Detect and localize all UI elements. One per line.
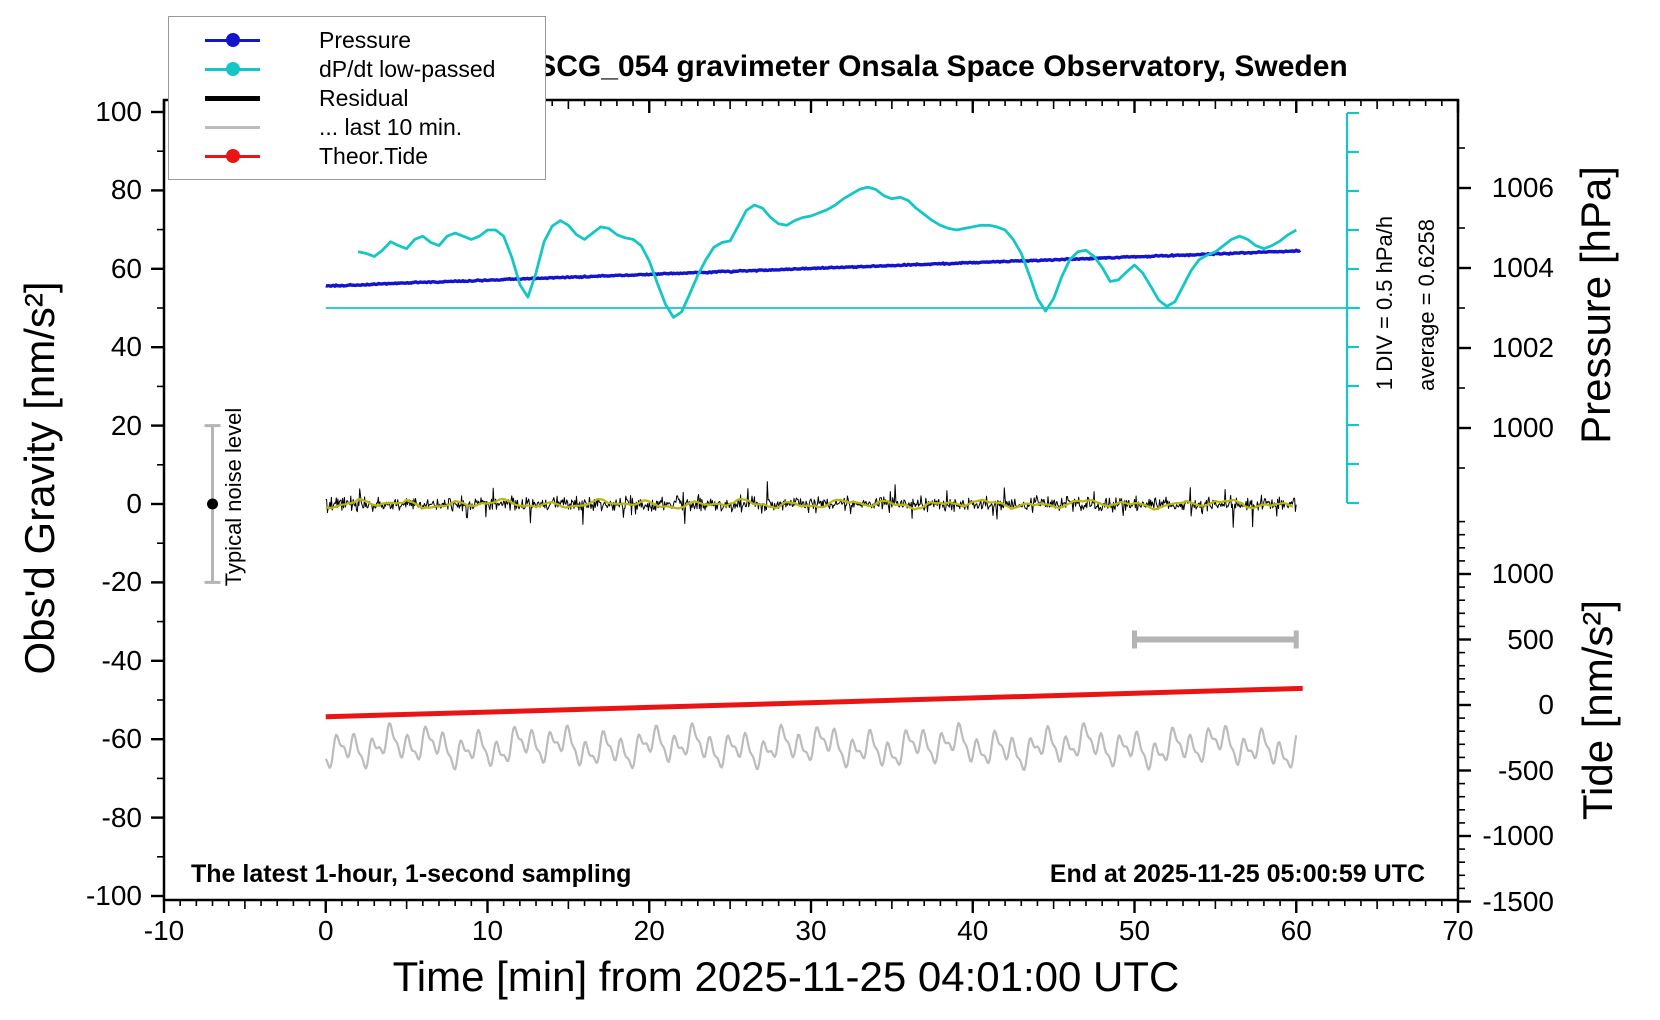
pressure-tick-label: 1000 [1491,412,1554,443]
tide-tick-label: -1500 [1482,885,1554,917]
legend-item-pressure: Pressure [169,26,545,55]
legend-item-dpdt: dP/dt low-passed [169,55,545,84]
noise-error-bar-dot [207,498,219,510]
series-theor-tide [325,685,1303,720]
tide-tick-label: 1000 [1491,558,1554,589]
time-tick-label: 50 [1118,915,1151,946]
pressure-axis-title: Pressure [hPa] [1572,166,1619,444]
gravity-tick-label: -100 [85,880,142,911]
legend-label: Pressure [319,26,412,53]
gravity-tick-label: -60 [101,723,142,755]
series-residual [325,481,1297,528]
gravity-tick-label: 0 [126,488,142,519]
time-tick-label: 60 [1280,915,1312,946]
gravity-tick-label: 40 [110,331,142,363]
time-tick-label: 20 [633,915,665,946]
end-timestamp: End at 2025-11-25 05:00:59 UTC [1049,860,1425,888]
legend-item-last10: ... last 10 min. [169,113,545,142]
pressure-line-swatch-icon [205,26,260,55]
time-tick-label: 30 [795,915,827,946]
time-tick-label: 10 [471,915,504,946]
legend-item-residual: Residual [169,84,545,113]
legend-label: Theor.Tide [319,142,429,169]
theortide-line-swatch-icon [205,142,260,171]
gravity-tick-label: 60 [110,252,142,284]
pressure-tick-label: 1006 [1491,172,1554,203]
time-tick-label: 40 [957,915,989,946]
pressure-tick-label: 1002 [1491,332,1554,363]
dpdt-line-swatch-icon [205,55,260,84]
gravity-tick-label: -40 [101,644,142,676]
legend-label: dP/dt low-passed [319,55,496,82]
last10-line-swatch-icon [205,113,260,142]
tide-tick-label: 500 [1507,623,1554,655]
gravity-tick-label: 100 [95,96,142,127]
tide-tick-label: -500 [1497,754,1554,786]
gravity-tick-label: 80 [110,174,142,206]
tide-axis-title: Tide [nm/s²] [1574,599,1621,821]
legend-label: Residual [319,84,409,111]
time-tick-label: 70 [1442,915,1474,946]
tide-tick-label: -1000 [1482,820,1554,851]
typical-noise-label: Typical noise level [221,407,246,587]
time-axis-title: Time [min] from 2025-11-25 04:01:00 UTC [392,953,1180,1000]
dpdt-scale-label: 1 DIV = 0.5 hPa/h [1372,215,1397,391]
residual-line-swatch-icon [205,84,260,113]
gravity-tick-label: -20 [101,566,142,598]
series-dpdt [357,185,1298,319]
series-residual-smooth [325,497,1294,511]
legend-label: ... last 10 min. [319,113,463,140]
pressure-tick-label: 1004 [1491,252,1554,283]
dpdt-average-label: average = 0.6258 [1414,219,1439,391]
sampling-note: The latest 1-hour, 1-second sampling [191,860,632,888]
series-last10 [324,721,1298,771]
gravity-tick-label: 20 [110,409,142,441]
tide-tick-label: 0 [1538,689,1554,720]
gravity-tick-label: -80 [101,801,142,833]
legend-item-theortide: Theor.Tide [169,142,545,171]
time-tick-label: 0 [317,915,334,946]
legend: Pressure dP/dt low-passed Residual ... l… [168,16,546,180]
series-pressure [325,248,1302,288]
page-title: SCG_054 gravimeter Onsala Space Observat… [536,50,1348,83]
time-tick-label: -10 [143,915,185,946]
